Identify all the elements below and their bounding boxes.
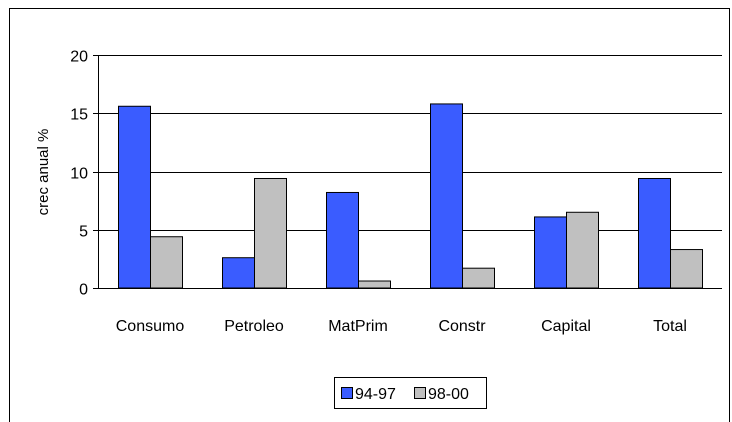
- axes: [93, 55, 722, 289]
- bar-98-00-Capital: [566, 211, 599, 289]
- x-tick-label: Capital: [541, 318, 591, 335]
- x-tick-label: Consumo: [116, 318, 185, 335]
- bars: [118, 103, 703, 289]
- chart-border: [9, 8, 730, 422]
- y-tick-labels: 0 5 10 15 20: [70, 49, 88, 299]
- x-tick-label: Constr: [438, 318, 486, 335]
- legend-box: [334, 377, 487, 409]
- bar-98-00-MatPrim: [358, 280, 391, 289]
- y-axis-label: crec anual %: [35, 129, 52, 216]
- bar-94-97-Consumo: [118, 105, 151, 289]
- legend-swatch: [414, 387, 426, 399]
- x-tick-labels: Consumo Petroleo MatPrim Constr Capital Total: [116, 318, 687, 335]
- y-tick-label: 10: [70, 166, 88, 183]
- bar-98-00-Constr: [462, 267, 495, 289]
- y-tick-label: 0: [79, 282, 88, 299]
- bar-94-97-MatPrim: [326, 191, 359, 289]
- legend-swatch: [341, 387, 353, 399]
- bar-94-97-Constr: [430, 103, 463, 289]
- bar-94-97-Total: [638, 177, 671, 289]
- bar-98-00-Consumo: [150, 236, 183, 289]
- bar-94-97-Capital: [534, 216, 567, 289]
- x-tick-label: Petroleo: [224, 318, 284, 335]
- legend-label: 98-00: [428, 386, 469, 403]
- y-tick-label: 15: [70, 107, 88, 124]
- gridlines: [98, 55, 722, 231]
- legend: 94-97 98-00: [334, 377, 487, 409]
- bar-98-00-Petroleo: [254, 177, 287, 289]
- y-tick-label: 5: [79, 224, 88, 241]
- y-tick-label: 20: [70, 49, 88, 66]
- bar-98-00-Total: [670, 249, 703, 289]
- bar-94-97-Petroleo: [222, 257, 255, 289]
- legend-label: 94-97: [355, 386, 396, 403]
- x-tick-label: MatPrim: [328, 318, 388, 335]
- x-tick-label: Total: [653, 318, 687, 335]
